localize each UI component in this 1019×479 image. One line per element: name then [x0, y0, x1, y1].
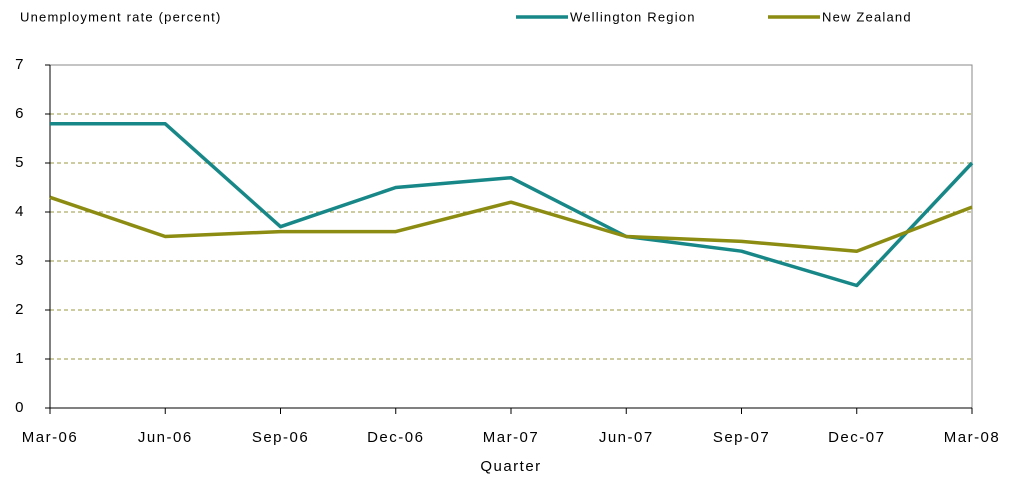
x-tick-label: Dec-07: [828, 429, 885, 446]
y-tick-label: 1: [15, 350, 25, 367]
y-tick-label: 4: [15, 203, 25, 220]
x-tick-label: Mar-08: [944, 429, 1001, 446]
y-tick-label: 5: [15, 154, 25, 171]
x-tick-label: Sep-06: [252, 429, 309, 446]
x-tick-label: Mar-06: [22, 429, 79, 446]
y-tick-label: 7: [15, 56, 25, 73]
series-line: [50, 122, 974, 288]
y-tick-label: 2: [15, 301, 25, 318]
x-tick-label: Mar-07: [483, 429, 540, 446]
y-tick-label: 6: [15, 105, 25, 122]
legend-label: New Zealand: [822, 9, 912, 24]
y-tick-label: 0: [15, 399, 25, 416]
series-line: [49, 195, 973, 253]
x-tick-label: Sep-07: [713, 429, 770, 446]
x-tick-label: Jun-07: [599, 429, 654, 446]
x-tick-label: Dec-06: [367, 429, 424, 446]
y-tick-label: 3: [15, 252, 25, 269]
legend-label: Wellington Region: [570, 9, 696, 24]
x-axis-label: Quarter: [480, 458, 541, 475]
y-axis-label: Unemployment rate (percent): [20, 9, 221, 24]
x-tick-label: Jun-06: [138, 429, 193, 446]
